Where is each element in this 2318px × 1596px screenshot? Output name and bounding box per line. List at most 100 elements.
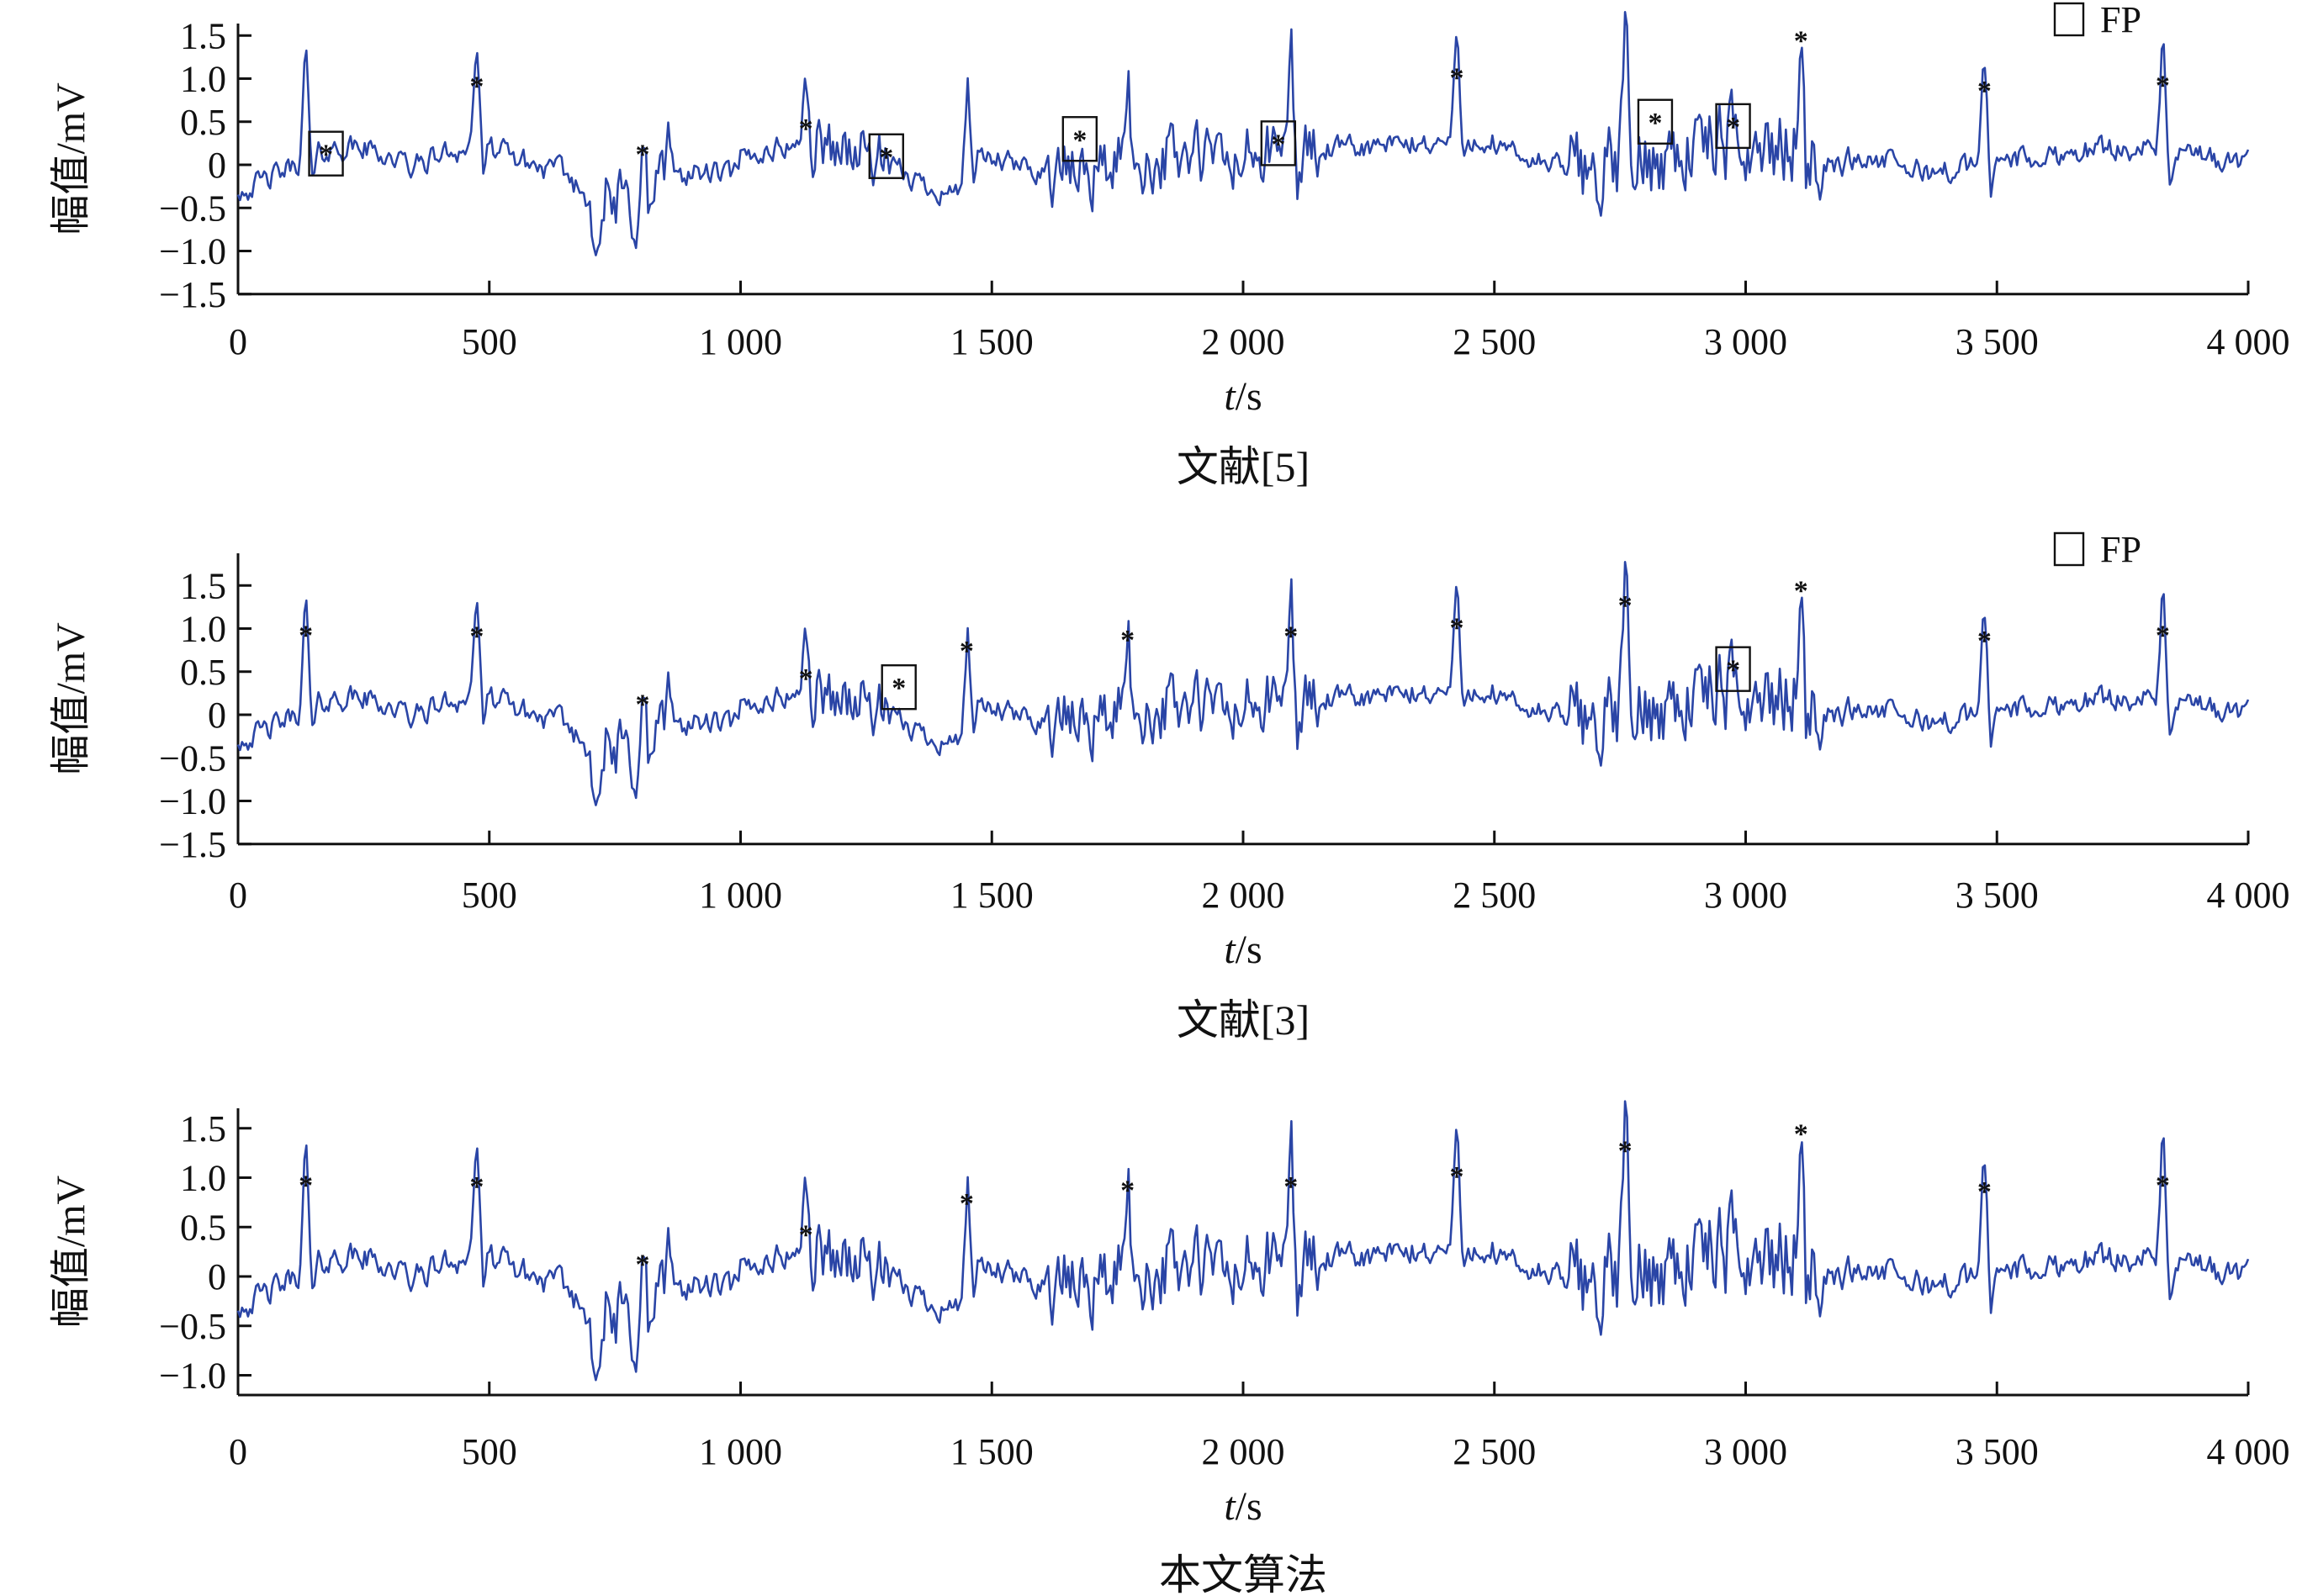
x-tick-label: 1 000 — [699, 875, 782, 916]
y-tick-label: −1.5 — [159, 824, 226, 865]
peak-marker: * — [299, 1171, 313, 1202]
x-tick-label: 4 000 — [2207, 321, 2290, 362]
peak-marker: * — [1977, 1176, 1992, 1208]
peak-marker: * — [1449, 612, 1463, 643]
peak-marker: * — [1449, 62, 1463, 93]
peak-marker: * — [1120, 1176, 1135, 1207]
x-tick-label: 1 500 — [950, 1431, 1034, 1472]
y-tick-label: 1.5 — [180, 565, 226, 606]
y-tick-label: −0.5 — [159, 737, 226, 779]
peak-marker: * — [1977, 626, 1992, 657]
peak-marker: * — [299, 621, 313, 652]
x-tick-label: 4 000 — [2207, 1431, 2290, 1472]
legend-fp-label: FP — [2100, 0, 2141, 40]
false-positive-box — [1260, 120, 1297, 166]
y-tick-label: 1.0 — [180, 59, 226, 100]
peak-marker: * — [799, 114, 813, 145]
peak-marker: * — [2156, 1171, 2170, 1202]
x-tick-label: 2 000 — [1202, 321, 1285, 362]
false-positive-box — [308, 130, 344, 177]
chart-panel-2: 1.51.00.50−0.5−1.0−1.50 500 1 000 1 500 2 00… — [49, 529, 2290, 1044]
peak-marker: * — [799, 663, 813, 695]
chart-panel-1: 1.51.00.50−0.5−1.0−1.50 500 1 000 1 500 2 00… — [49, 0, 2290, 490]
y-tick-label: 0 — [208, 695, 226, 736]
x-axis-label: t/s — [1224, 927, 1262, 972]
peak-marker: * — [879, 142, 893, 173]
peak-marker: * — [960, 636, 974, 667]
ecg-signal-line — [236, 1100, 2250, 1382]
x-tick-label: 2 500 — [1453, 1431, 1536, 1472]
false-positive-box — [1637, 98, 1674, 145]
peak-marker: * — [1726, 655, 1740, 686]
y-tick-label: −1.5 — [159, 274, 226, 315]
x-tick-label: 1 000 — [699, 1431, 782, 1472]
y-tick-label: −0.5 — [159, 188, 226, 229]
y-tick-label: 0.5 — [180, 652, 226, 693]
x-tick-label: 1 500 — [950, 321, 1034, 362]
false-positive-box — [1715, 646, 1751, 692]
ecg-signal-line — [236, 11, 2250, 256]
peak-marker: * — [1794, 25, 1808, 56]
peak-marker: * — [960, 1188, 974, 1219]
peak-marker: * — [635, 140, 649, 171]
peak-marker: * — [635, 1250, 649, 1281]
false-positive-box — [1715, 103, 1751, 150]
peak-marker: * — [1726, 112, 1740, 143]
y-tick-label: 0.5 — [180, 1207, 226, 1248]
y-axis-label: 幅值/mV — [49, 1175, 93, 1328]
false-positive-box — [1061, 116, 1098, 162]
peak-marker: * — [1120, 625, 1135, 656]
x-tick-label: 4 000 — [2207, 875, 2290, 916]
peak-marker: * — [1072, 124, 1087, 156]
x-tick-label: 1 000 — [699, 321, 782, 362]
peak-marker: * — [1283, 621, 1298, 653]
peak-marker: * — [2156, 71, 2170, 102]
peak-marker: * — [1794, 575, 1808, 606]
peak-marker: * — [1283, 1171, 1298, 1202]
x-tick-label: 2 500 — [1453, 321, 1536, 362]
peak-marker: * — [319, 140, 333, 171]
y-tick-label: 1.0 — [180, 1158, 226, 1199]
peak-marker: * — [2156, 621, 2170, 652]
x-tick-label: 500 — [462, 875, 517, 916]
panel-caption: 文献[3] — [1177, 996, 1310, 1044]
peak-marker: * — [469, 1171, 484, 1202]
false-positive-box — [881, 664, 917, 711]
x-tick-label: 0 — [229, 321, 247, 362]
x-axis-label: t/s — [1224, 374, 1262, 419]
y-tick-label: −1.0 — [159, 1356, 226, 1397]
peak-marker: * — [1618, 590, 1633, 621]
panel-caption: 本文算法 — [1159, 1551, 1327, 1596]
y-tick-label: 1.5 — [180, 15, 226, 56]
peak-marker: * — [1449, 1161, 1463, 1192]
x-tick-label: 2 000 — [1202, 875, 1285, 916]
y-tick-label: −1.0 — [159, 231, 226, 272]
x-tick-label: 0 — [229, 875, 247, 916]
x-tick-label: 3 500 — [1955, 1431, 2039, 1472]
x-tick-label: 500 — [462, 1431, 517, 1472]
x-tick-label: 2 000 — [1202, 1431, 1285, 1472]
y-tick-label: −0.5 — [159, 1306, 226, 1347]
x-tick-label: 0 — [229, 1431, 247, 1472]
y-tick-label: −1.0 — [159, 781, 226, 822]
y-tick-label: 1.5 — [180, 1108, 226, 1149]
x-tick-label: 3 000 — [1704, 1431, 1787, 1472]
chart-panel-3: 1.51.00.50−0.5−1.00 500 1 000 1 500 2 000 2 5… — [49, 1100, 2290, 1596]
legend-fp-label: FP — [2100, 529, 2141, 570]
peak-marker: * — [1271, 129, 1285, 160]
legend-fp-marker — [2053, 531, 2085, 567]
y-tick-label: 0 — [208, 1256, 226, 1297]
ecg-signal-line — [236, 561, 2250, 806]
panel-caption: 文献[5] — [1177, 443, 1310, 490]
y-tick-label: 0.5 — [180, 102, 226, 143]
legend-fp-marker — [2053, 2, 2085, 37]
peak-marker: * — [1977, 76, 1992, 107]
x-tick-label: 1 500 — [950, 875, 1034, 916]
y-tick-label: 0 — [208, 145, 226, 186]
peak-marker: * — [799, 1219, 813, 1250]
x-axis-label: t/s — [1224, 1484, 1262, 1529]
peak-marker: * — [1618, 1136, 1633, 1167]
peak-marker: * — [635, 690, 649, 721]
false-positive-box — [868, 133, 904, 179]
